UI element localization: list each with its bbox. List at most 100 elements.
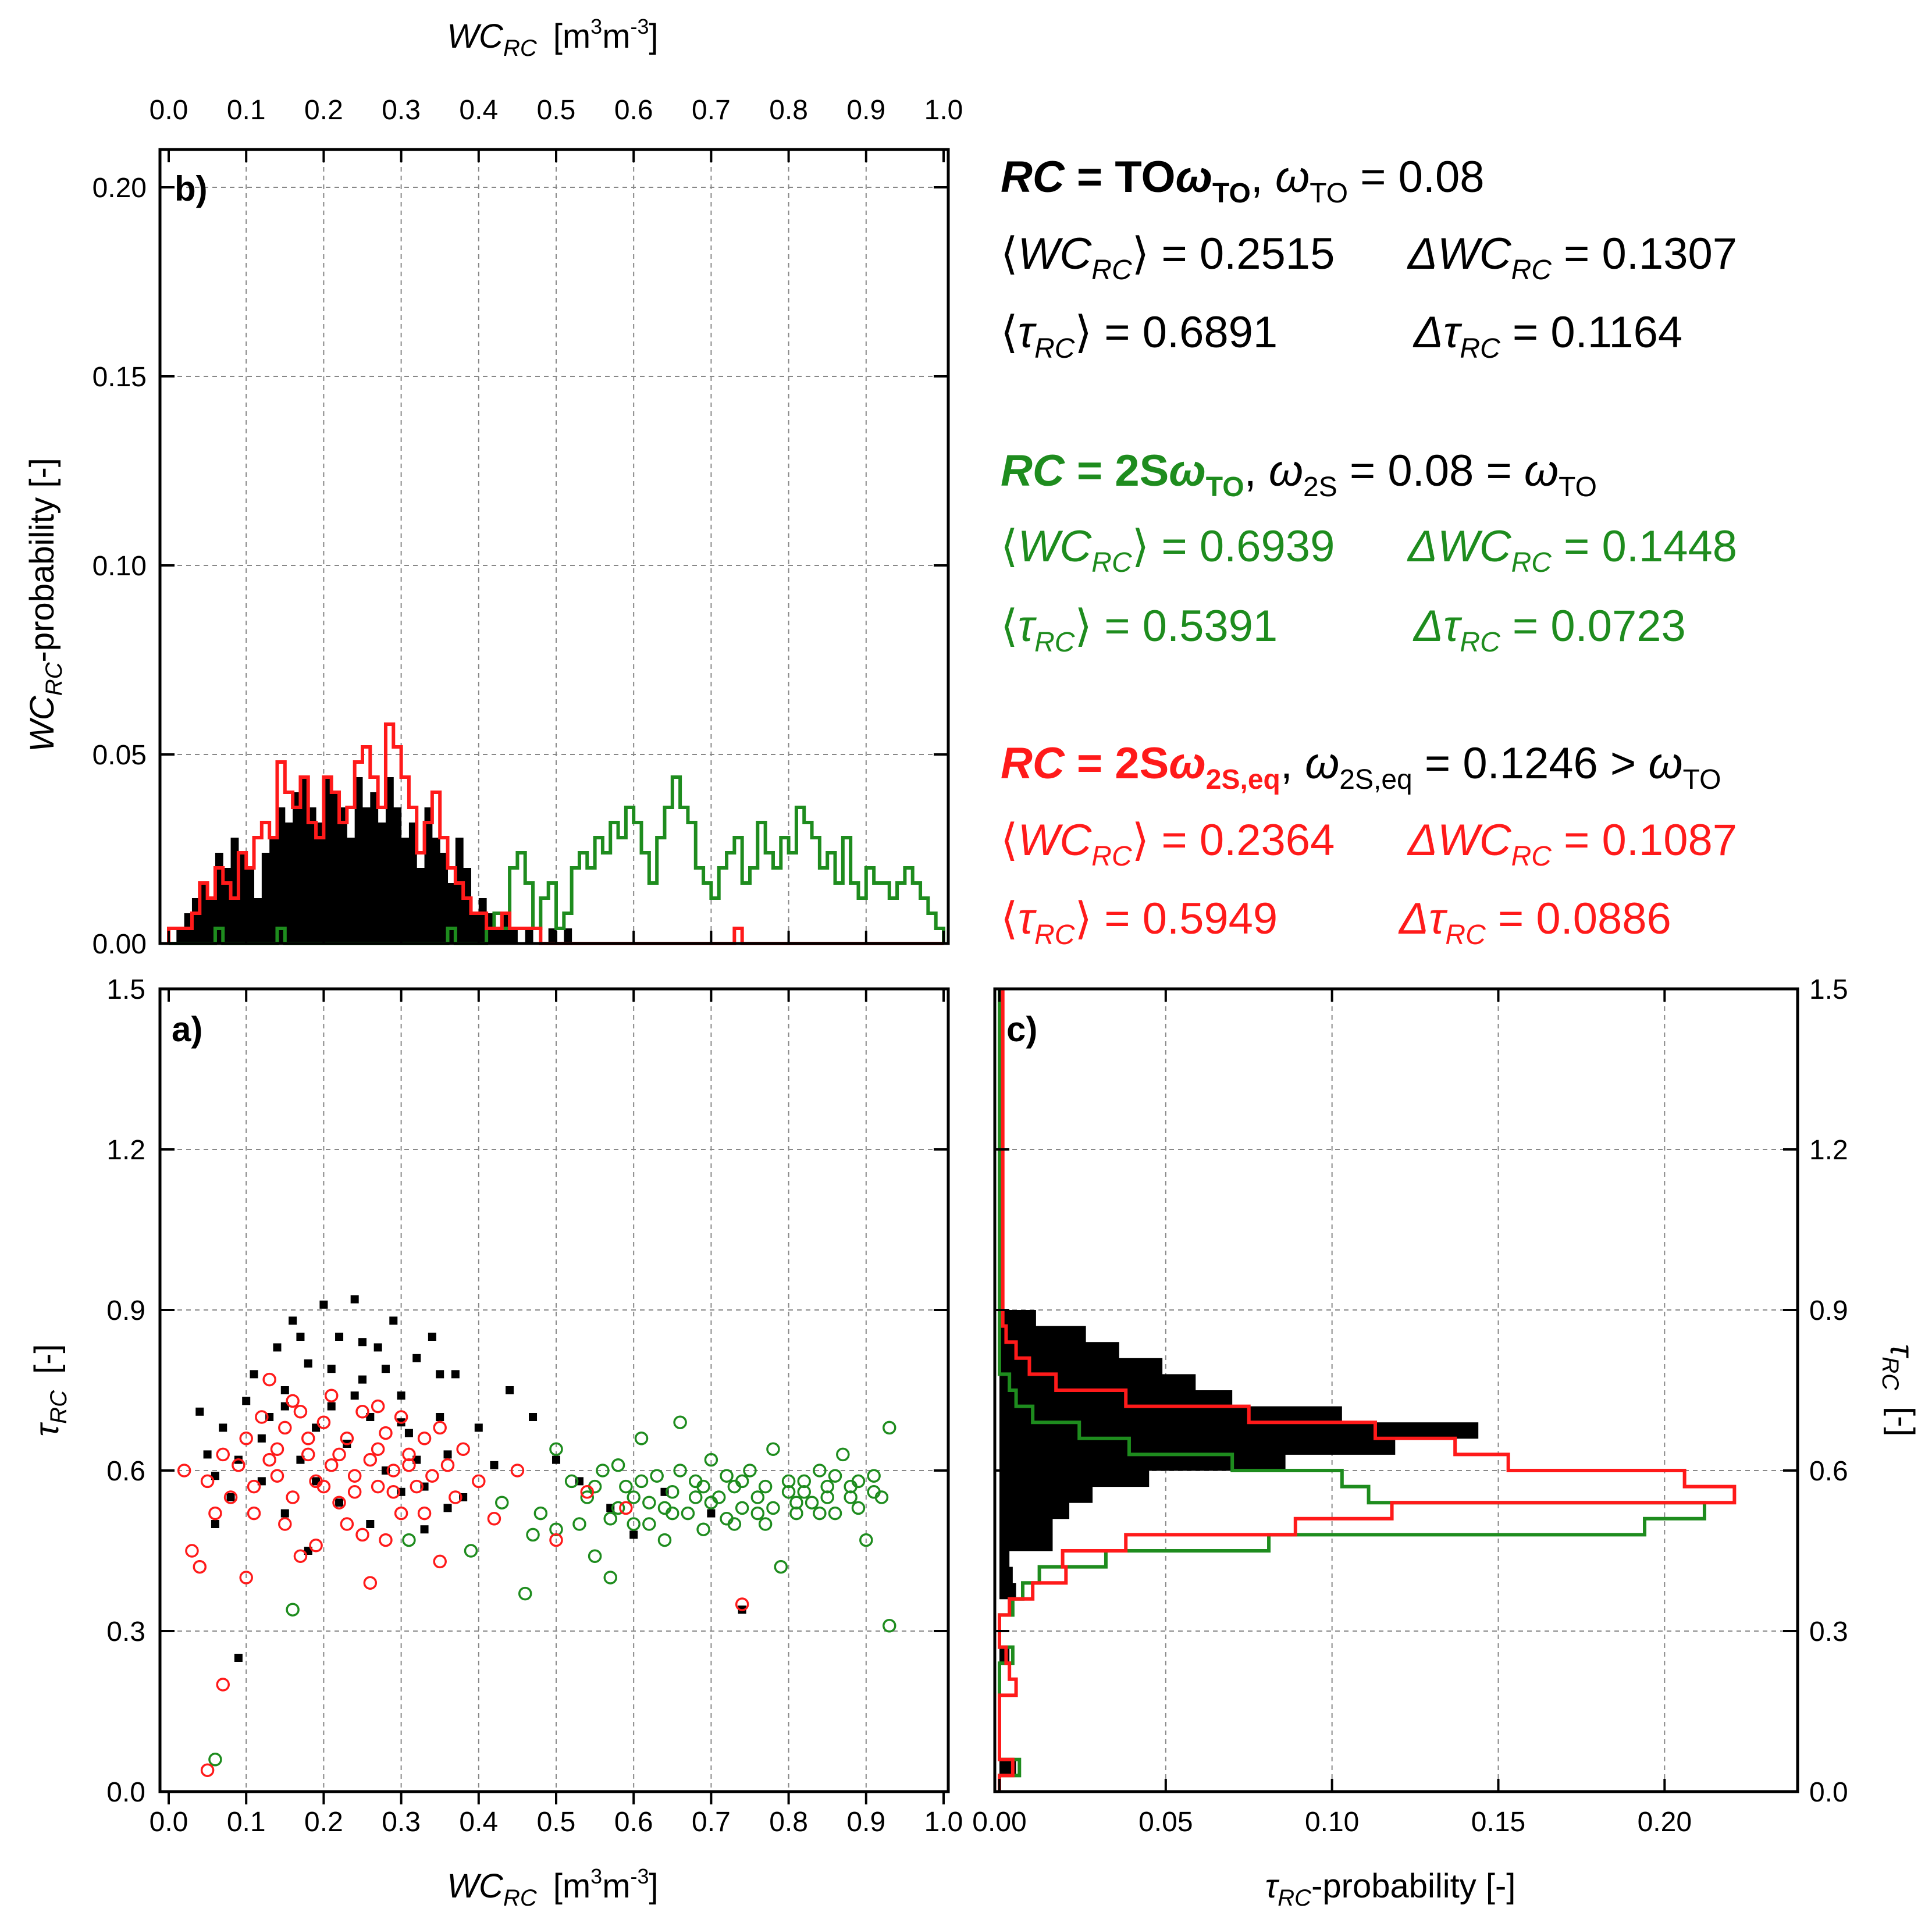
panel-b-xtick-label: 0.4 [459,95,498,126]
panel-c-bar-to [999,1583,1016,1600]
panel-b-bar-to [401,838,410,944]
panel-c-step-2s-eq [998,989,1737,1792]
scatter-point-2s [208,1753,222,1767]
scatter-point-2s-eq [472,1474,486,1489]
scatter-point-to [203,1450,212,1459]
scatter-point-2s [526,1528,540,1542]
panel-b-ytick-label: 0.20 [92,173,147,204]
scatter-point-2s [464,1544,478,1558]
scatter-point-2s-eq [216,1447,230,1462]
scatter-point-2s-eq [316,1415,331,1429]
scatter-point-2s-eq [340,1517,354,1531]
scatter-point-to [273,1343,282,1352]
scatter-point-2s-eq [417,1506,432,1521]
scatter-point-2s-eq [270,1469,284,1483]
scatter-point-to [234,1654,243,1662]
scatter-point-2s-eq [433,1554,447,1569]
scatter-point-2s-eq [286,1394,300,1408]
scatter-point-2s [650,1469,664,1483]
scatter-point-2s-eq [332,1447,346,1462]
scatter-point-2s-eq [262,1372,276,1387]
scatter-point-2s [696,1522,710,1536]
panel-a-xtick-label: 0.5 [537,1807,576,1838]
scatter-point-2s-eq [193,1560,207,1574]
panel-a-ytick-label: 1.5 [106,974,145,1005]
scatter-point-to [350,1391,359,1400]
panel-b-frame [158,148,950,945]
panel-a-ytick-label: 0.0 [106,1777,145,1808]
panel-c-xtick-label: 0.00 [972,1807,1026,1838]
panel-b-bar-to [510,928,518,944]
scatter-point-2s [883,1619,896,1633]
panel-b-xtick-label: 0.6 [614,95,653,126]
panel-b-label: b) [175,169,208,208]
panel-b-bar-to [176,928,185,944]
scatter-point-to [443,1504,452,1512]
panel-b-ytick-label: 0.00 [92,929,147,960]
svg-text:RC = TOωTO, ωTO = 0.08: RC = TOωTO, ωTO = 0.08 [1001,152,1485,209]
scatter-point-2s [666,1485,679,1499]
scatter-point-2s-eq [735,1597,749,1611]
scatter-point-2s [696,1479,710,1494]
scatter-point-2s [828,1506,842,1521]
scatter-point-to [474,1423,483,1432]
scatter-point-to [327,1365,336,1373]
scatter-point-to [280,1509,289,1518]
panel-b-ytick-label: 0.15 [92,362,147,393]
panel-b-bar-to [316,823,324,944]
scatter-point-2s-eq [293,1405,308,1419]
panel-c-bar-to [999,1551,1010,1568]
panel-b-ytick-label: 0.05 [92,740,147,771]
scatter-point-to [250,1370,258,1379]
scatter-point-2s-eq [355,1405,369,1419]
scatter-point-2s [758,1517,773,1531]
scatter-point-2s [564,1474,579,1489]
panel-c-bar-to [999,1390,1233,1407]
panel-b-bar-to [339,807,347,944]
scatter-point-2s-eq [278,1517,292,1531]
panel-b-xlabel: WCRC [m3m-3] [447,15,658,61]
scatter-point-to [219,1423,227,1432]
svg-text:RC = 2SωTO, ω2S = 0.08 = ωTO: RC = 2SωTO, ω2S = 0.08 = ωTO [1001,446,1597,503]
scatter-point-2s-eq [223,1490,238,1504]
scatter-point-to [436,1370,444,1379]
scatter-point-2s [495,1496,509,1509]
scatter-point-2s [805,1496,819,1509]
scatter-point-to [335,1498,344,1507]
scatter-point-2s [634,1474,649,1489]
scatter-point-2s-eq [417,1432,432,1446]
panel-c-bar-to [999,1374,1196,1391]
scatter-point-2s [867,1469,881,1483]
scatter-point-to [381,1365,390,1373]
scatter-point-2s-eq [332,1496,346,1509]
scatter-point-2s [828,1469,842,1483]
scatter-point-2s [851,1474,866,1489]
scatter-point-2s-eq [247,1506,261,1521]
scatter-point-to [506,1386,514,1394]
scatter-point-to [443,1450,452,1459]
scatter-point-2s [743,1464,757,1477]
scatter-point-2s-eq [293,1549,308,1563]
panel-c-ticks: 0.00 0.05 0.10 0.15 0.20 0.0 0.3 0.6 0.9 1.2 1.5 [972,974,1848,1838]
scatter-point-2s-eq [316,1479,331,1494]
scatter-point-2s [549,1442,563,1456]
scatter-point-2s [402,1533,416,1547]
scatter-point-2s-eq [232,1458,245,1472]
scatter-point-to [373,1343,382,1352]
panel-a-xtick-label: 1.0 [924,1807,963,1838]
scatter-point-2s-eq [262,1452,276,1467]
panel-c-ytick-label: 1.5 [1809,974,1848,1005]
scatter-point-2s-eq [371,1479,385,1494]
scatter-point-2s [681,1506,695,1521]
panel-b-bar-to [362,807,371,944]
scatter-point-2s [735,1501,749,1515]
scatter-point-2s [851,1501,866,1515]
panel-c-xlabel: τRC-probability [-] [1265,1867,1516,1911]
panel-b-xtick-label: 1.0 [924,95,963,126]
scatter-point-2s [657,1533,672,1547]
panel-a-ytick-label: 1.2 [106,1135,145,1166]
